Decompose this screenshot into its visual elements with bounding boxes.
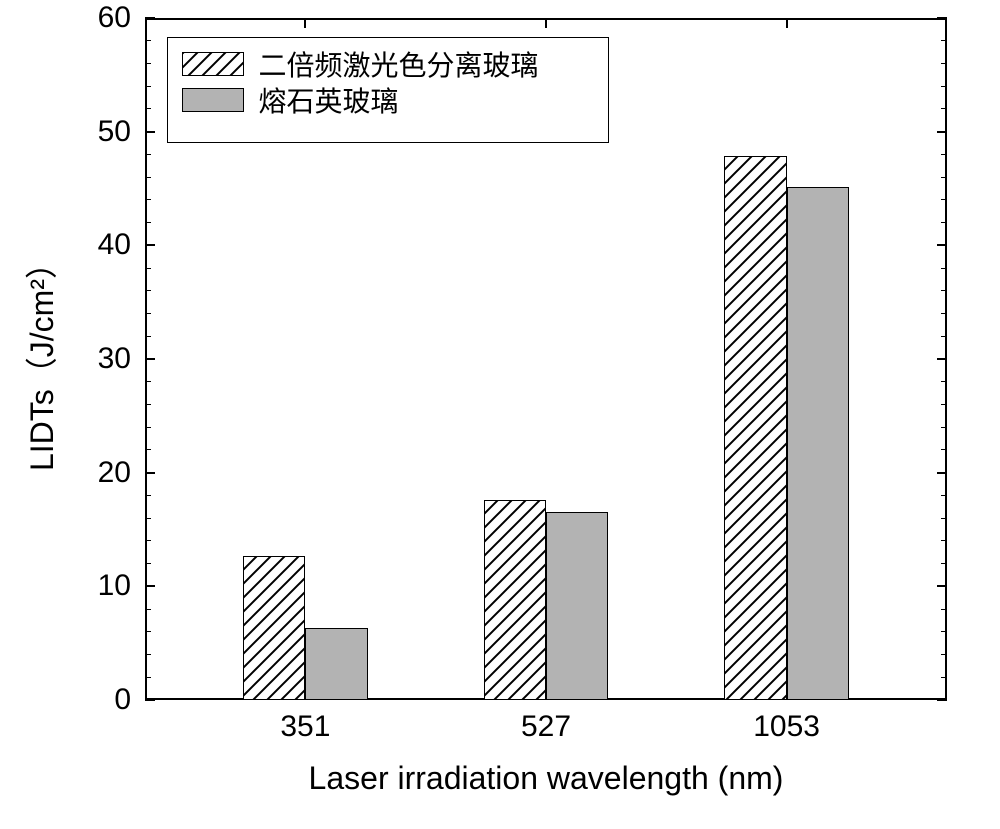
y-tick-label: 60 [0,1,131,35]
y-tick-label: 0 [0,683,131,717]
x-tick-label: 527 [521,710,571,744]
y-tick-minor [145,154,151,155]
y-tick-minor [145,518,151,519]
y-tick-minor [145,86,151,87]
y-tick-minor-right [941,609,947,610]
lidt-bar-chart: 0102030405060 3515271053 LIDTs（J/cm²） La… [0,0,1000,829]
y-tick-minor-right [941,154,947,155]
y-tick-minor-right [941,404,947,405]
bar-border [787,187,849,700]
y-tick-minor [145,609,151,610]
y-tick-minor-right [941,63,947,64]
y-tick-minor [145,177,151,178]
y-tick-minor [145,631,151,632]
y-tick-minor [145,63,151,64]
y-tick-minor-right [941,199,947,200]
y-tick-minor-right [941,381,947,382]
y-tick-minor [145,654,151,655]
y-tick-label: 10 [0,569,131,603]
legend-item: 二倍频激光色分离玻璃 [182,52,538,76]
y-tick-minor [145,268,151,269]
y-tick-minor-right [941,518,947,519]
y-tick-minor [145,290,151,291]
y-tick-major [145,472,155,474]
x-tick-label: 351 [280,710,330,744]
x-tick-label: 1053 [753,710,820,744]
bar-border [484,500,546,700]
y-tick-minor-right [941,313,947,314]
y-tick-minor-right [941,177,947,178]
y-tick-minor-right [941,268,947,269]
y-tick-minor [145,404,151,405]
y-tick-minor [145,427,151,428]
y-tick-major-right [937,358,947,360]
bar-border [546,512,608,700]
y-tick-minor [145,563,151,564]
y-tick-major [145,131,155,133]
y-tick-minor [145,381,151,382]
x-tick-major-top [545,18,547,28]
y-tick-minor [145,40,151,41]
y-tick-minor-right [941,40,947,41]
y-tick-major-right [937,17,947,19]
bar-border [243,556,305,700]
y-tick-minor [145,222,151,223]
legend-label: 熔石英玻璃 [258,80,398,120]
y-tick-minor-right [941,449,947,450]
y-tick-minor-right [941,540,947,541]
y-tick-minor-right [941,108,947,109]
y-tick-minor-right [941,677,947,678]
y-tick-major-right [937,585,947,587]
legend-item: 熔石英玻璃 [182,88,398,112]
legend: 二倍频激光色分离玻璃熔石英玻璃 [167,37,608,143]
y-tick-label: 50 [0,115,131,149]
legend-swatch [182,88,244,112]
y-tick-minor [145,313,151,314]
x-tick-major-top [304,18,306,28]
y-tick-minor [145,108,151,109]
y-tick-major-right [937,131,947,133]
y-tick-minor [145,199,151,200]
y-tick-major [145,244,155,246]
bar-border [305,628,367,700]
y-tick-minor-right [941,563,947,564]
y-tick-major-right [937,472,947,474]
y-tick-minor-right [941,290,947,291]
y-tick-minor-right [941,495,947,496]
y-tick-minor-right [941,336,947,337]
y-axis-label: LIDTs（J/cm²） [17,247,63,471]
x-axis-label: Laser irradiation wavelength (nm) [309,760,784,797]
legend-swatch [182,52,244,76]
y-tick-minor [145,540,151,541]
y-tick-minor [145,449,151,450]
y-tick-minor-right [941,427,947,428]
bar-border [724,156,786,700]
y-tick-major [145,358,155,360]
y-tick-major-right [937,699,947,701]
legend-label: 二倍频激光色分离玻璃 [258,44,538,84]
y-tick-minor [145,336,151,337]
x-tick-major-top [786,18,788,28]
y-tick-major-right [937,244,947,246]
y-tick-minor [145,495,151,496]
y-tick-major [145,585,155,587]
y-tick-minor-right [941,631,947,632]
y-tick-minor-right [941,86,947,87]
y-tick-major [145,699,155,701]
y-tick-minor-right [941,654,947,655]
y-tick-minor [145,677,151,678]
y-tick-minor-right [941,222,947,223]
y-tick-major [145,17,155,19]
